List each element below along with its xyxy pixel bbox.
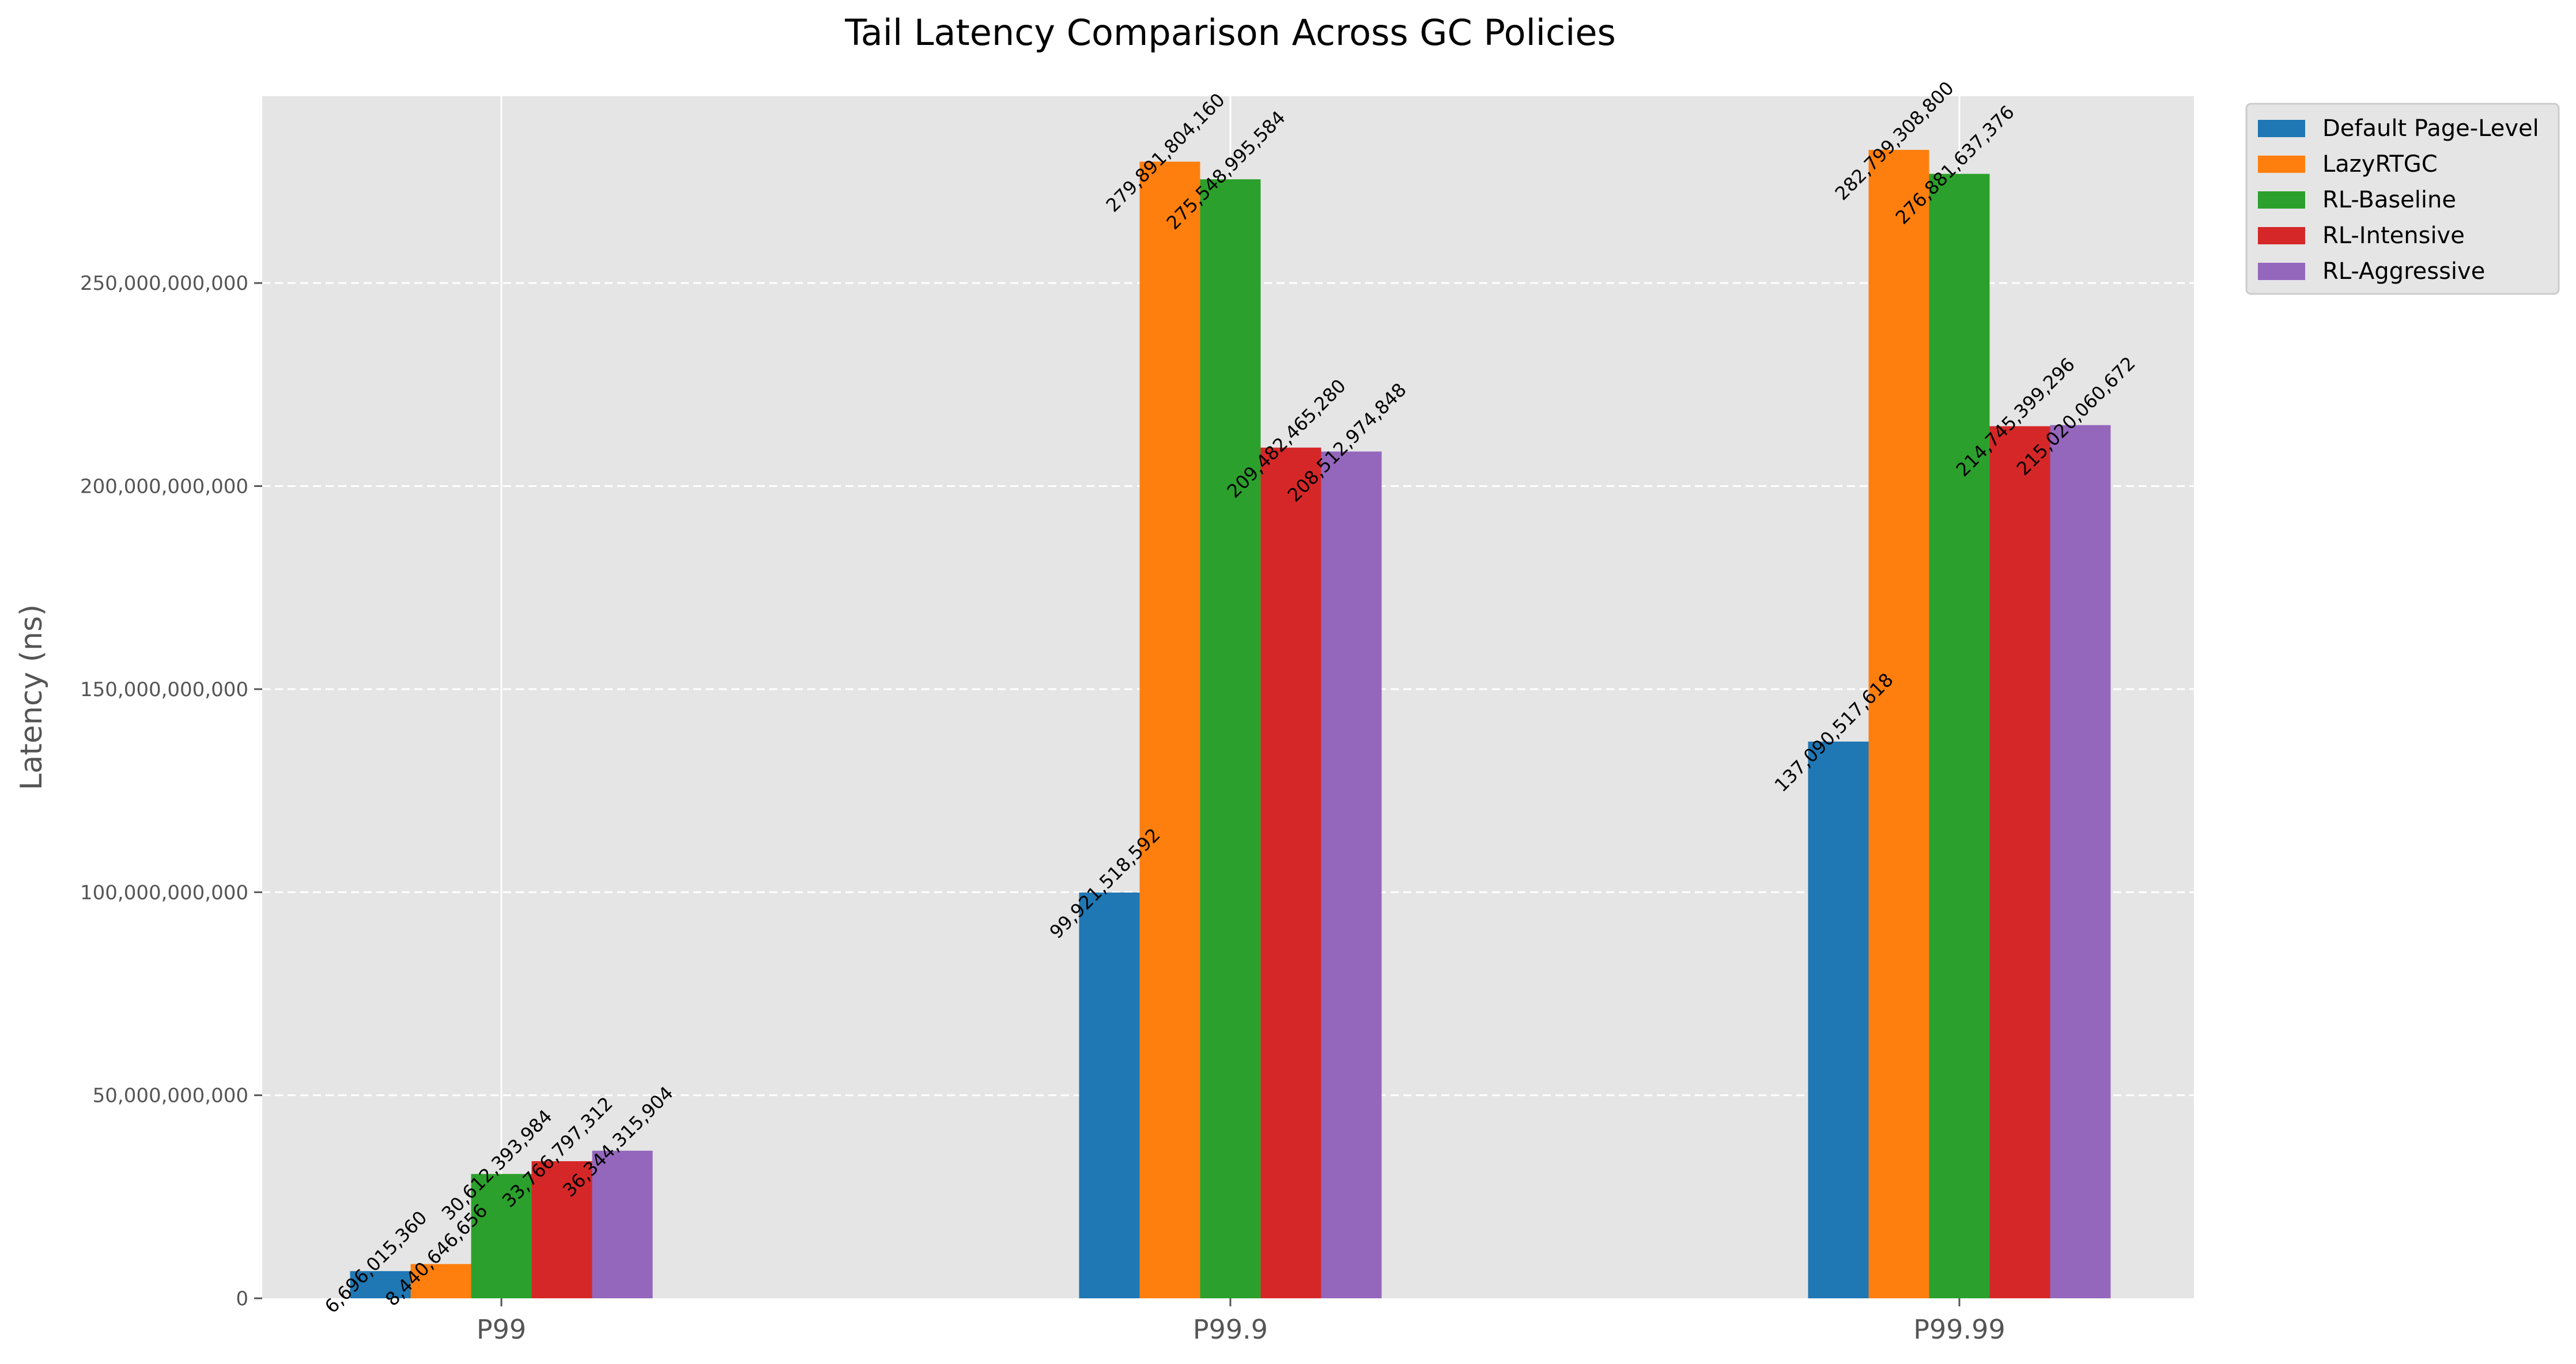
- bar-default-page-level-p99-9: [1079, 892, 1140, 1298]
- bar-lazyrtgc-p99-9: [1139, 161, 1200, 1298]
- x-tick-label-1: P99.9: [1193, 1314, 1268, 1345]
- bar-rl-aggressive-p99-9: [1321, 451, 1382, 1298]
- bar-lazyrtgc-p99: [410, 1264, 471, 1298]
- legend-label-0: Default Page-Level: [2322, 115, 2539, 142]
- legend-swatch-0: [2258, 120, 2305, 137]
- chart-title: Tail Latency Comparison Across GC Polici…: [844, 12, 1616, 54]
- bar-rl-intensive-p99: [531, 1161, 592, 1298]
- y-axis-label: Latency (ns): [14, 604, 49, 791]
- legend-label-4: RL-Aggressive: [2322, 258, 2485, 285]
- y-tick-label-5: 250,000,000,000: [80, 272, 248, 295]
- legend-frame: [2245, 103, 2560, 295]
- legend-label-3: RL-Intensive: [2322, 222, 2465, 249]
- y-tick-label-4: 200,000,000,000: [80, 475, 248, 498]
- y-tick-label-3: 150,000,000,000: [80, 678, 248, 701]
- legend-label-2: RL-Baseline: [2322, 187, 2456, 213]
- y-tick-label-2: 100,000,000,000: [80, 881, 248, 904]
- bar-rl-baseline-p99-99: [1929, 173, 1990, 1298]
- legend: Default Page-Level LazyRTGC RL-Baseline RL-…: [2245, 103, 2560, 295]
- legend-label-1: LazyRTGC: [2322, 151, 2438, 177]
- bar-rl-intensive-p99-99: [1989, 426, 2050, 1299]
- x-axis-ticks: P99 P99.9 P99.99: [477, 1298, 2005, 1345]
- x-tick-label-0: P99: [477, 1314, 526, 1345]
- bar-default-page-level-p99-99: [1808, 741, 1869, 1298]
- legend-swatch-4: [2258, 263, 2305, 280]
- bar-rl-baseline-p99: [471, 1174, 532, 1298]
- bar-rl-aggressive-p99-99: [2050, 425, 2111, 1298]
- legend-swatch-1: [2258, 156, 2305, 173]
- bar-lazyrtgc-p99-99: [1868, 150, 1929, 1299]
- y-tick-label-0: 0: [236, 1287, 248, 1310]
- x-tick-label-2: P99.99: [1913, 1314, 2005, 1345]
- y-tick-label-1: 50,000,000,000: [93, 1085, 248, 1108]
- bar-rl-aggressive-p99: [592, 1150, 653, 1298]
- legend-swatch-3: [2258, 227, 2305, 244]
- bars: [350, 150, 2111, 1299]
- bar-rl-intensive-p99-9: [1260, 447, 1321, 1298]
- bar-rl-baseline-p99-9: [1200, 179, 1261, 1299]
- y-axis-ticks: 0 50,000,000,000 100,000,000,000 150,000,00…: [80, 272, 262, 1310]
- bar-default-page-level-p99: [350, 1271, 411, 1298]
- legend-swatch-2: [2258, 191, 2305, 209]
